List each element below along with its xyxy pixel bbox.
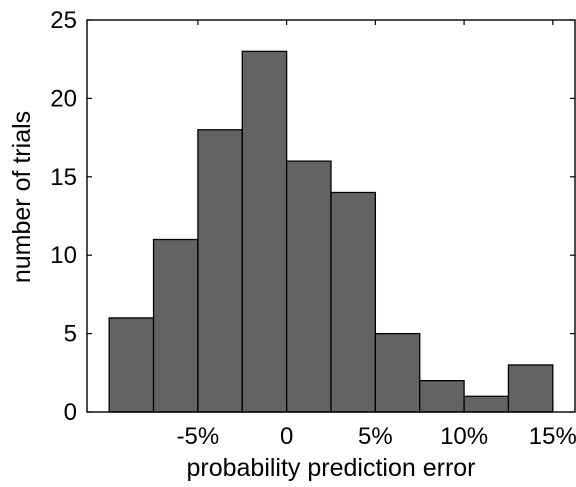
- histogram-bar: [108, 317, 155, 413]
- y-tick-label: 10: [50, 242, 77, 269]
- x-axis-label: probability prediction error: [186, 454, 475, 482]
- y-tick-label: 0: [64, 399, 77, 426]
- y-tick-label: 5: [64, 321, 77, 348]
- x-tick-label: 15%: [529, 423, 576, 450]
- x-tick-label: 0: [280, 423, 293, 450]
- x-tick-label: -5%: [177, 423, 220, 450]
- y-axis-label: number of trials: [8, 111, 36, 283]
- histogram-bar: [330, 191, 377, 413]
- y-tick-label: 15: [50, 164, 77, 191]
- bars-group: [108, 50, 554, 413]
- x-tick-label: 5%: [358, 423, 393, 450]
- y-tick-label: 20: [50, 85, 77, 112]
- y-ticks-group: 0 5 10 15 20 25: [50, 7, 575, 426]
- histogram-bar: [507, 364, 554, 413]
- histogram-bar: [241, 50, 288, 413]
- histogram-bar: [197, 129, 243, 413]
- histogram-bar: [152, 238, 199, 413]
- histogram-bar: [419, 379, 465, 413]
- histogram-bar: [463, 395, 510, 413]
- histogram-bar: [285, 160, 332, 413]
- x-tick-label: 10%: [440, 423, 488, 450]
- plot-frame: [86, 19, 576, 413]
- y-tick-label: 25: [50, 7, 77, 34]
- histogram-bar: [374, 332, 421, 413]
- x-ticks-group: -5%05%10%15%20%: [177, 20, 576, 450]
